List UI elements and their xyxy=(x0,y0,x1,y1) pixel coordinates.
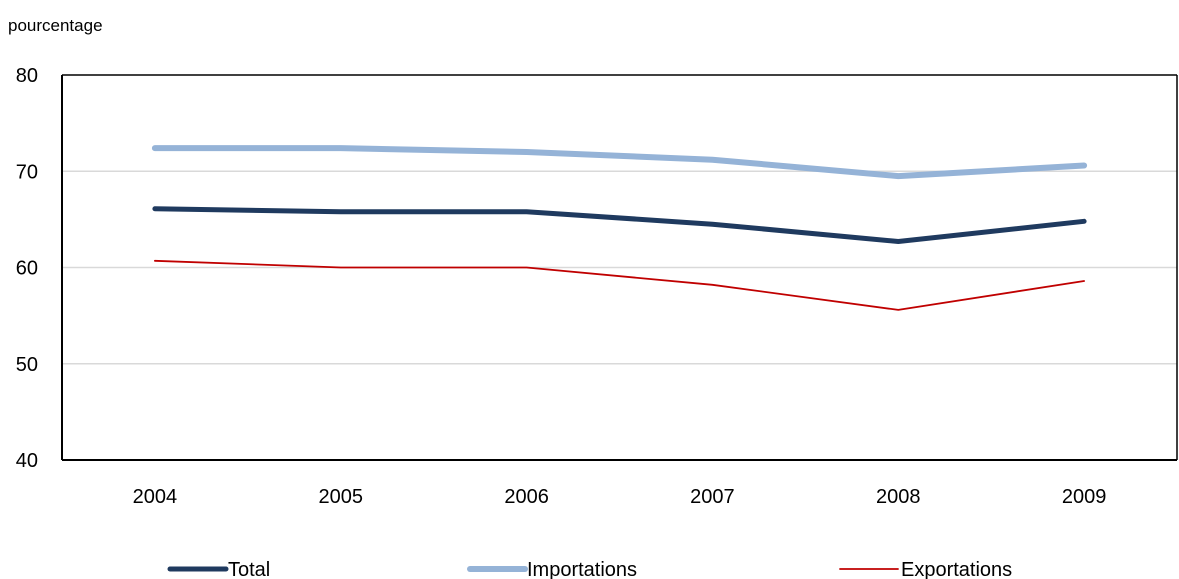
x-tick-label-2005: 2005 xyxy=(319,486,364,508)
x-tick-label-2009: 2009 xyxy=(1062,486,1107,508)
y-tick-label-60: 60 xyxy=(16,258,38,280)
legend-label-exportations: Exportations xyxy=(901,559,1012,579)
series-line-total xyxy=(152,206,1087,244)
x-tick-label-2006: 2006 xyxy=(504,486,549,508)
x-tick-label-2007: 2007 xyxy=(690,486,735,508)
series-line-importations xyxy=(151,145,1088,180)
legend-label-total: Total xyxy=(228,559,270,579)
legend-label-importations: Importations xyxy=(527,559,637,579)
series-line-exportations xyxy=(153,259,1085,311)
x-tick-label-2004: 2004 xyxy=(133,486,178,508)
y-tick-labels: 40 50 60 70 80 xyxy=(16,65,38,472)
y-tick-label-80: 80 xyxy=(16,65,38,87)
y-tick-label-40: 40 xyxy=(16,450,38,472)
x-tick-labels: 2004 2005 2006 2007 2008 2009 xyxy=(133,486,1107,508)
y-axis-label: pourcentage xyxy=(8,16,103,35)
x-tick-label-2008: 2008 xyxy=(876,486,921,508)
series-lines xyxy=(151,145,1088,311)
gridlines xyxy=(62,170,1177,365)
legend: Total Importations Exportations xyxy=(167,559,1012,579)
y-tick-label-70: 70 xyxy=(16,161,38,183)
axes xyxy=(61,74,1178,461)
y-tick-label-50: 50 xyxy=(16,354,38,376)
